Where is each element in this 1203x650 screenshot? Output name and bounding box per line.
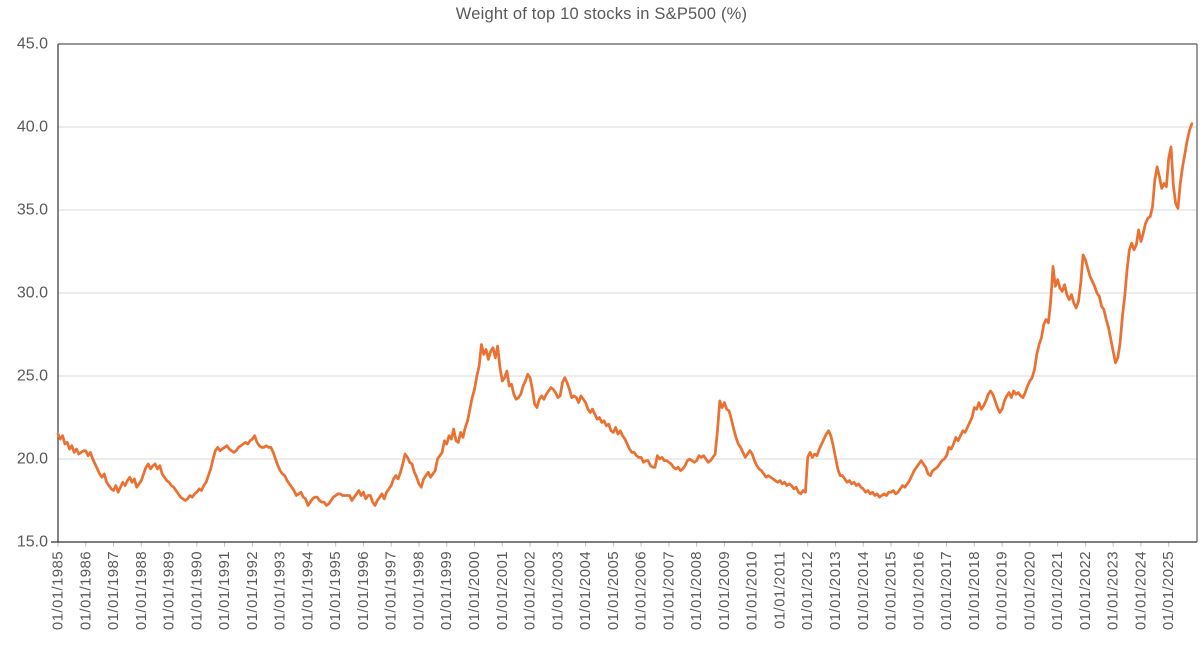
x-axis-label: 01/01/2007 xyxy=(660,551,677,630)
x-axis-label: 01/01/2019 xyxy=(994,551,1011,630)
x-axis-label: 01/01/2001 xyxy=(494,551,511,630)
x-axis-label: 01/01/1988 xyxy=(133,551,150,630)
y-axis-label: 15.0 xyxy=(17,534,48,551)
x-axis-label: 01/01/2020 xyxy=(1021,551,1038,630)
x-axis-label: 01/01/2016 xyxy=(910,551,927,630)
x-axis-label: 01/01/2023 xyxy=(1105,551,1122,630)
x-axis-label: 01/01/2025 xyxy=(1160,551,1177,630)
x-axis-label: 01/01/2009 xyxy=(716,551,733,630)
x-axis-label: 01/01/1991 xyxy=(216,551,233,630)
x-axis-label: 01/01/2012 xyxy=(799,551,816,630)
x-axis-label: 01/01/1985 xyxy=(50,551,67,630)
x-axis-label: 01/01/1992 xyxy=(244,551,261,630)
x-axis-label: 01/01/1999 xyxy=(438,551,455,630)
x-axis-label: 01/01/1998 xyxy=(410,551,427,630)
x-axis-label: 01/01/2015 xyxy=(883,551,900,630)
x-axis-label: 01/01/1987 xyxy=(105,551,122,630)
x-axis-label: 01/01/1986 xyxy=(77,551,94,630)
x-axis-label: 01/01/2006 xyxy=(633,551,650,630)
x-axis-label: 01/01/2018 xyxy=(966,551,983,630)
x-axis-label: 01/01/1990 xyxy=(188,551,205,630)
chart-title: Weight of top 10 stocks in S&P500 (%) xyxy=(455,5,748,23)
x-axis-label: 01/01/1995 xyxy=(327,551,344,630)
x-axis-label: 01/01/2021 xyxy=(1049,551,1066,630)
x-axis-label: 01/01/1996 xyxy=(355,551,372,630)
x-axis-label: 01/01/2000 xyxy=(466,551,483,630)
x-axis-label: 01/01/2013 xyxy=(827,551,844,630)
x-axis-label: 01/01/1989 xyxy=(161,551,178,630)
x-axis-label: 01/01/2024 xyxy=(1132,551,1149,630)
x-axis-label: 01/01/2002 xyxy=(522,551,539,630)
x-axis-label: 01/01/1994 xyxy=(299,551,316,630)
y-axis-label: 25.0 xyxy=(17,368,48,385)
x-axis-label: 01/01/2010 xyxy=(744,551,761,630)
x-axis-label: 01/01/1993 xyxy=(272,551,289,630)
series-line xyxy=(56,122,1194,507)
x-axis-label: 01/01/2022 xyxy=(1077,551,1094,630)
x-axis-label: 01/01/1997 xyxy=(383,551,400,630)
x-axis-label: 01/01/2011 xyxy=(771,551,788,629)
y-axis-label: 30.0 xyxy=(17,285,48,302)
x-axis-label: 01/01/2003 xyxy=(549,551,566,630)
x-axis-label: 01/01/2014 xyxy=(855,551,872,630)
x-axis-label: 01/01/2017 xyxy=(938,551,955,630)
y-axis-label: 35.0 xyxy=(17,202,48,219)
x-axis-label: 01/01/2008 xyxy=(688,551,705,630)
y-axis-label: 20.0 xyxy=(17,451,48,468)
y-axis-label: 45.0 xyxy=(17,36,48,53)
x-axis-label: 01/01/2004 xyxy=(577,551,594,630)
y-axis-label: 40.0 xyxy=(17,119,48,136)
x-axis-label: 01/01/2005 xyxy=(605,551,622,630)
